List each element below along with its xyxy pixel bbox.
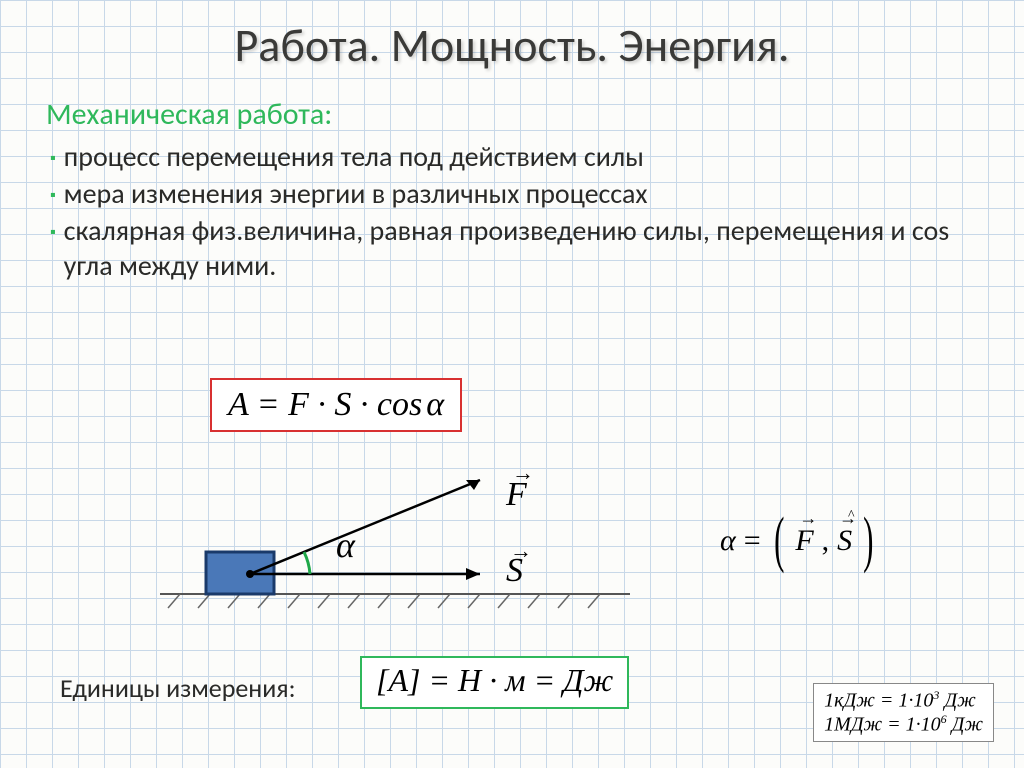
unit-conversions: 1кДж = 1·103 Дж 1МДж = 1·106 Дж [813, 683, 994, 742]
alpha-angle-formula: α = ( → F , ^ → S ) [720, 522, 879, 559]
conversion-row: 1кДж = 1·103 Дж [824, 688, 983, 713]
force-diagram: → F → S α [150, 440, 650, 620]
label-alpha: α [336, 524, 355, 566]
diagram-svg [150, 440, 650, 620]
bullet-list: ▪ процесс перемещения тела под действием… [50, 139, 978, 283]
conv-unit: Дж [944, 689, 975, 711]
label-F: → F [506, 476, 527, 514]
units-formula: [A] = Н · м = Дж [360, 656, 629, 709]
conv-exp: 3 [933, 688, 939, 702]
bullet-icon: ▪ [50, 186, 56, 205]
label-S: → S [506, 552, 523, 590]
conv-unit: Дж [952, 714, 983, 736]
bullet-text: мера изменения энергии в различных проце… [64, 176, 648, 211]
bullet-icon: ▪ [50, 149, 56, 168]
bullet-item: ▪ мера изменения энергии в различных про… [50, 176, 978, 211]
units-label: Единицы измерения: [60, 672, 296, 704]
bullet-item: ▪ процесс перемещения тела под действием… [50, 139, 978, 174]
subtitle: Механическая работа: [46, 96, 978, 133]
bullet-icon: ▪ [50, 223, 56, 242]
page-title: Работа. Мощность. Энергия. [46, 18, 978, 74]
alpha-symbol: α [720, 524, 736, 558]
conv-base: 1·10 [898, 689, 933, 711]
conv-lhs: 1МДж [824, 714, 882, 736]
slide-content: Работа. Мощность. Энергия. Механическая … [0, 0, 1024, 283]
equals: = [744, 524, 761, 558]
bullet-text: процесс перемещения тела под действием с… [64, 139, 644, 174]
bullet-text: скалярная физ.величина, равная произведе… [64, 213, 978, 283]
bullet-item: ▪ скалярная физ.величина, равная произве… [50, 213, 978, 283]
conversion-row: 1МДж = 1·106 Дж [824, 712, 983, 737]
conv-lhs: 1кДж [824, 689, 875, 711]
conv-exp: 6 [941, 712, 947, 726]
work-formula: A = F · S · cosα [210, 378, 462, 432]
conv-base: 1·10 [906, 714, 941, 736]
